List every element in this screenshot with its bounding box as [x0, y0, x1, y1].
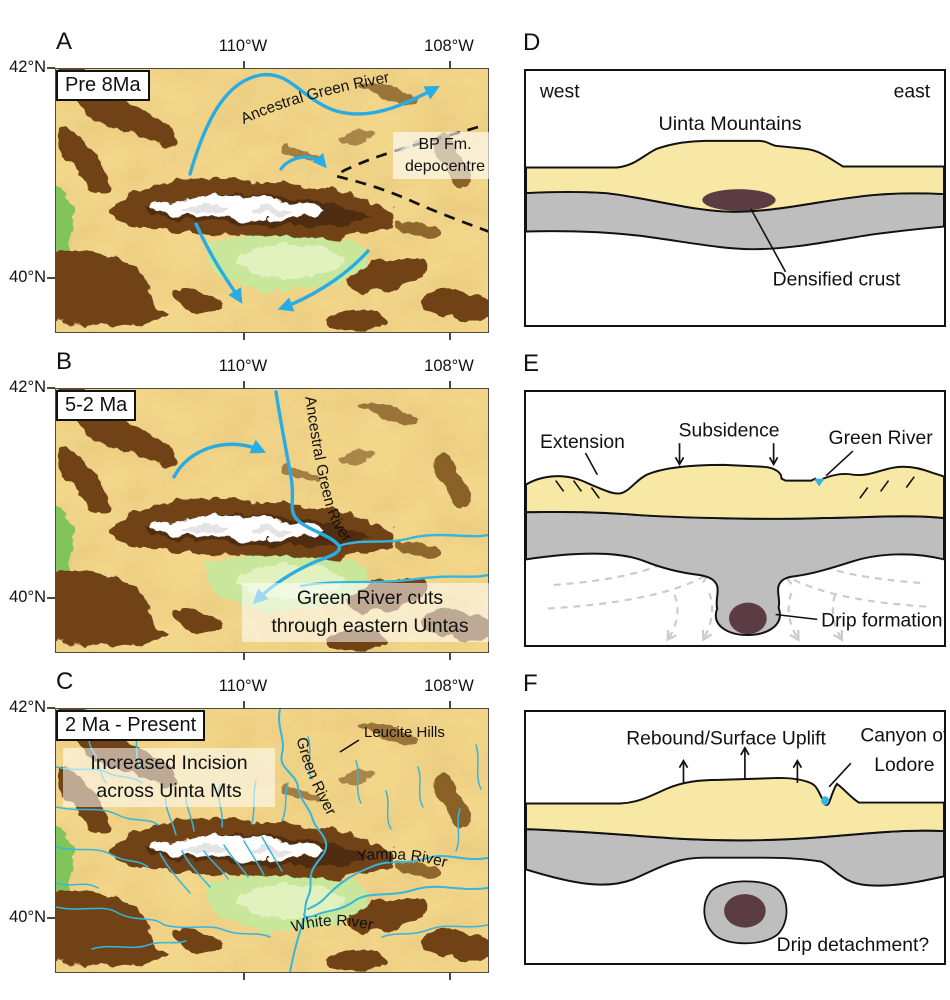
bp-depocentre-dashed-line — [333, 125, 488, 233]
hook-arrow — [172, 439, 267, 479]
note-line: Increased Incision — [90, 752, 248, 774]
canyon-of-label: Canyon of — [860, 726, 944, 747]
tick — [47, 387, 55, 389]
west-label: west — [539, 82, 580, 103]
east-river-branch — [337, 533, 488, 548]
tick — [243, 381, 245, 388]
extension-fault-ticks — [555, 476, 915, 499]
drip-formation-label: Drip formation — [821, 610, 942, 631]
south-flow-arrow — [194, 222, 243, 304]
green-river-label: Green River — [829, 428, 934, 449]
depocentre-line: depocentre — [404, 157, 486, 175]
tick — [243, 61, 245, 68]
green-river-course — [278, 709, 328, 916]
tick — [449, 333, 451, 340]
panel-c-period-label: 2 Ma - Present — [56, 710, 206, 741]
panel-c-lon-108: 108°W — [424, 677, 474, 695]
panel-d-section: west east Uinta Mountains Densified crus… — [524, 69, 946, 327]
drip-core — [729, 602, 767, 635]
panel-b-note: Green River cuts through eastern Uintas — [242, 583, 498, 643]
panel-a-letter: A — [56, 28, 73, 55]
tick — [449, 381, 451, 388]
panel-f-letter: F — [523, 670, 538, 697]
tick — [449, 653, 451, 660]
green-river-leader-line — [825, 450, 854, 477]
tick — [47, 67, 55, 69]
panel-d-letter: D — [523, 29, 541, 56]
tick — [449, 61, 451, 68]
tick — [47, 597, 55, 599]
green-river-notch — [814, 478, 825, 487]
ancestral-river-arrow — [188, 73, 440, 176]
panel-c-note: Increased Incision across Uinta Mts — [63, 748, 275, 808]
canyon-leader-line — [828, 762, 852, 788]
tick — [449, 973, 451, 980]
note-line: through eastern Uintas — [271, 614, 469, 637]
drip-detachment-label: Drip detachment? — [777, 935, 929, 956]
drip-leader-line — [775, 613, 818, 621]
bp-depocentre-label: BP Fm. depocentre — [393, 132, 497, 180]
white-river-course — [305, 885, 488, 918]
panel-b-letter: B — [56, 348, 73, 375]
east-label: east — [894, 82, 931, 103]
panel-e-section: Extension Subsidence Green River Drip fo… — [524, 390, 946, 647]
drip-core — [724, 894, 766, 928]
bp-fm-line: BP Fm. — [418, 136, 472, 153]
panel-f-section: Rebound/Surface Uplift Canyon of Lodore … — [524, 710, 946, 965]
tick — [243, 653, 245, 660]
extension-label: Extension — [540, 432, 625, 453]
lodore-label: Lodore — [874, 755, 934, 776]
leucite-hills-label: Leucite Hills — [364, 724, 445, 741]
tick — [243, 333, 245, 340]
extension-leader-line — [584, 452, 599, 476]
note-line: across Uinta Mts — [96, 779, 242, 802]
panel-a-lon-110: 110°W — [218, 37, 268, 55]
tick — [47, 277, 55, 279]
white-river-label: White River — [289, 912, 374, 936]
densified-crust-blob — [702, 189, 776, 211]
note-line: Green River cuts — [296, 587, 444, 609]
rebound-uplift-label: Rebound/Surface Uplift — [626, 729, 826, 750]
panel-a-lon-108: 108°W — [424, 37, 474, 55]
leucite-leader-line — [339, 739, 360, 753]
southwest-flow-arrow — [277, 249, 370, 312]
uinta-mountains-label: Uinta Mountains — [658, 113, 801, 135]
panel-b-period-label: 5-2 Ma — [56, 390, 137, 421]
tick — [47, 917, 55, 919]
crust-layer — [526, 139, 944, 213]
densified-crust-label: Densified crust — [773, 270, 901, 291]
ancestral-river-course — [252, 390, 342, 605]
crust-layer — [526, 776, 944, 842]
panel-a-map: Ancestral Green River — [55, 68, 489, 333]
panel-b-lon-110: 110°W — [218, 357, 268, 375]
hook-arrow — [279, 152, 327, 171]
panel-b-map: Ancestral Green River — [55, 388, 489, 653]
major-rivers — [278, 709, 488, 972]
canyon-river-dot — [821, 796, 830, 806]
panel-a-lat-40: 40°N — [9, 268, 46, 286]
crust-layer — [526, 463, 944, 520]
panel-e-letter: E — [523, 350, 540, 377]
panel-b-lon-108: 108°W — [424, 357, 474, 375]
tick — [449, 701, 451, 708]
subsidence-label: Subsidence — [679, 420, 780, 441]
panel-c-lat-42: 42°N — [9, 698, 46, 716]
panel-c-letter: C — [56, 668, 74, 695]
south-river-branch — [299, 573, 488, 588]
tick — [243, 701, 245, 708]
densified-leader-line — [750, 208, 787, 273]
panel-b-lat-40: 40°N — [9, 588, 46, 606]
yampa-river-course — [307, 855, 488, 910]
panel-c-lon-110: 110°W — [218, 677, 268, 695]
panel-a-period-label: Pre 8Ma — [56, 70, 150, 101]
tick — [243, 973, 245, 980]
outlet-river-course — [289, 915, 306, 972]
panel-b-lat-42: 42°N — [9, 378, 46, 396]
panel-a-lat-42: 42°N — [9, 58, 46, 76]
tick — [47, 707, 55, 709]
panel-c-lat-40: 40°N — [9, 908, 46, 926]
panel-c-map: Green River Yampa River White River Leuc… — [55, 708, 489, 973]
